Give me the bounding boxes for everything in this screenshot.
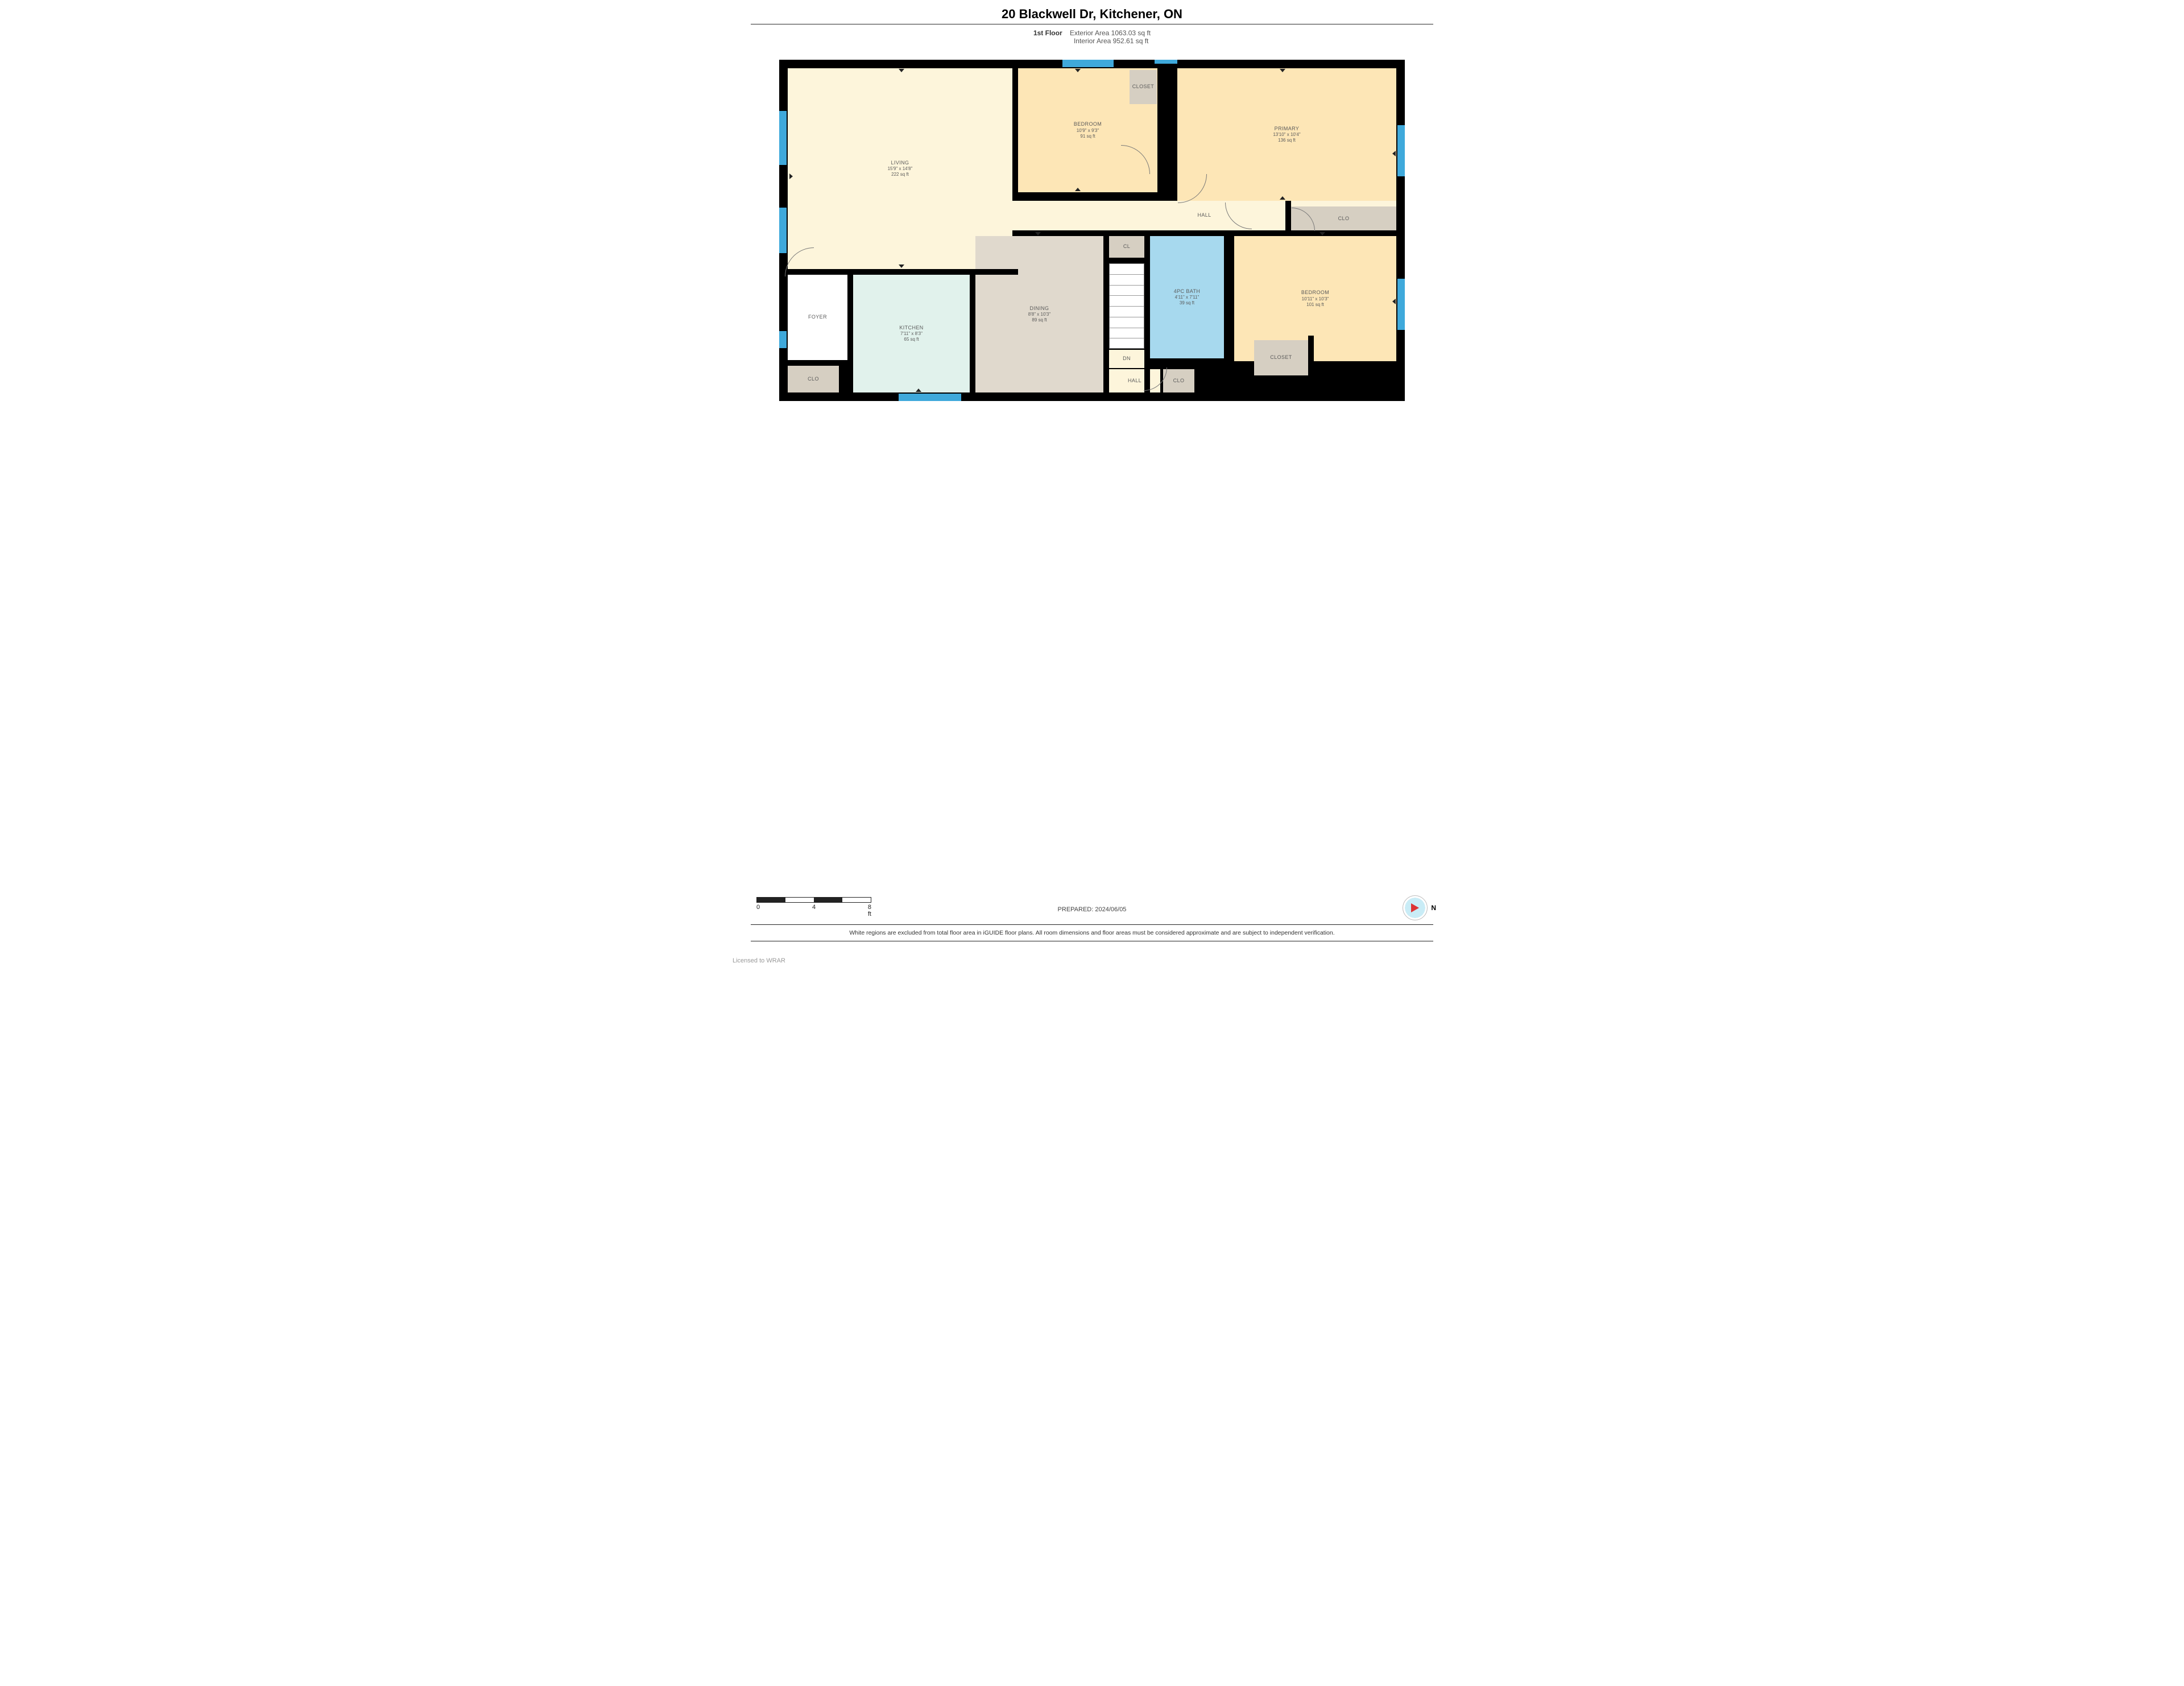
- interior-wall: [1172, 68, 1177, 201]
- room-dn: DN: [1109, 350, 1144, 368]
- prepared-date: 2024/06/05: [1095, 906, 1126, 913]
- window: [779, 331, 787, 348]
- direction-marker-icon: [1320, 232, 1325, 235]
- direction-marker-icon: [789, 173, 793, 179]
- direction-marker-icon: [1280, 69, 1285, 72]
- plan-wrap: LIVING15'9" x 14'8"222 sq ftBEDROOM10'9"…: [728, 54, 1456, 407]
- direction-marker-icon: [1280, 196, 1285, 200]
- license-text: Licensed to WRAR: [733, 957, 785, 964]
- interior-wall: [1248, 361, 1254, 392]
- direction-marker-icon: [1392, 299, 1396, 304]
- window: [779, 208, 787, 253]
- floor-label: 1st Floor: [1033, 29, 1062, 37]
- room-clo_h2: CLO: [1163, 369, 1194, 392]
- room-kitchen: KITCHEN7'11" x 8'3"65 sq ft: [853, 275, 970, 392]
- direction-marker-icon: [1035, 232, 1041, 235]
- direction-marker-icon: [899, 265, 904, 268]
- exterior-label: Exterior Area: [1070, 29, 1109, 37]
- interior-wall: [970, 269, 975, 392]
- interior-wall: [1285, 201, 1291, 232]
- interior-value: 952.61 sq ft: [1113, 37, 1149, 45]
- room-bath: 4PC BATH4'11" x 7'11"39 sq ft: [1150, 236, 1224, 358]
- interior-label: Interior Area: [1074, 37, 1111, 45]
- interior-wall: [847, 269, 853, 392]
- interior-wall: [1012, 230, 1405, 236]
- direction-marker-icon: [1075, 69, 1081, 72]
- interior-wall: [788, 360, 845, 366]
- scale-bar-segments: [756, 897, 871, 903]
- room-closet2: CLOSET: [1254, 340, 1308, 375]
- interior-wall: [1103, 230, 1109, 392]
- floor-plan-canvas: LIVING15'9" x 14'8"222 sq ftBEDROOM10'9"…: [779, 60, 1405, 401]
- prepared-line: PREPARED: 2024/06/05: [728, 906, 1456, 913]
- exterior-value: 1063.03 sq ft: [1111, 29, 1151, 37]
- floor-info: 1st Floor Exterior Area 1063.03 sq ft In…: [728, 24, 1456, 54]
- room-clo_foyer: CLO: [788, 366, 839, 392]
- stair-outline: [1109, 263, 1144, 349]
- window: [1155, 60, 1177, 64]
- floorplan-page: 20 Blackwell Dr, Kitchener, ON 1st Floor…: [728, 0, 1456, 969]
- room-closet1: CLOSET: [1130, 70, 1157, 104]
- direction-marker-icon: [1392, 151, 1396, 156]
- prepared-label: PREPARED:: [1058, 906, 1094, 913]
- window: [1397, 279, 1405, 330]
- direction-marker-icon: [899, 69, 904, 72]
- interior-wall: [1308, 336, 1314, 392]
- window: [779, 111, 787, 165]
- direction-marker-icon: [1075, 188, 1081, 191]
- window: [1397, 125, 1405, 176]
- room-primary: PRIMARY13'10" x 10'4"136 sq ft: [1177, 68, 1396, 201]
- interior-wall: [847, 269, 1018, 275]
- interior-wall: [1012, 68, 1018, 201]
- disclaimer-text: White regions are excluded from total fl…: [751, 924, 1433, 941]
- window: [899, 394, 961, 401]
- window: [1062, 60, 1114, 67]
- address-title: 20 Blackwell Dr, Kitchener, ON: [751, 0, 1433, 24]
- room-dining: DINING8'8" x 10'3"89 sq ft: [975, 236, 1103, 392]
- room-foyer: FOYER: [788, 275, 847, 360]
- room-cl_small: CL: [1109, 236, 1144, 258]
- interior-wall: [1224, 230, 1234, 392]
- direction-marker-icon: [916, 389, 921, 392]
